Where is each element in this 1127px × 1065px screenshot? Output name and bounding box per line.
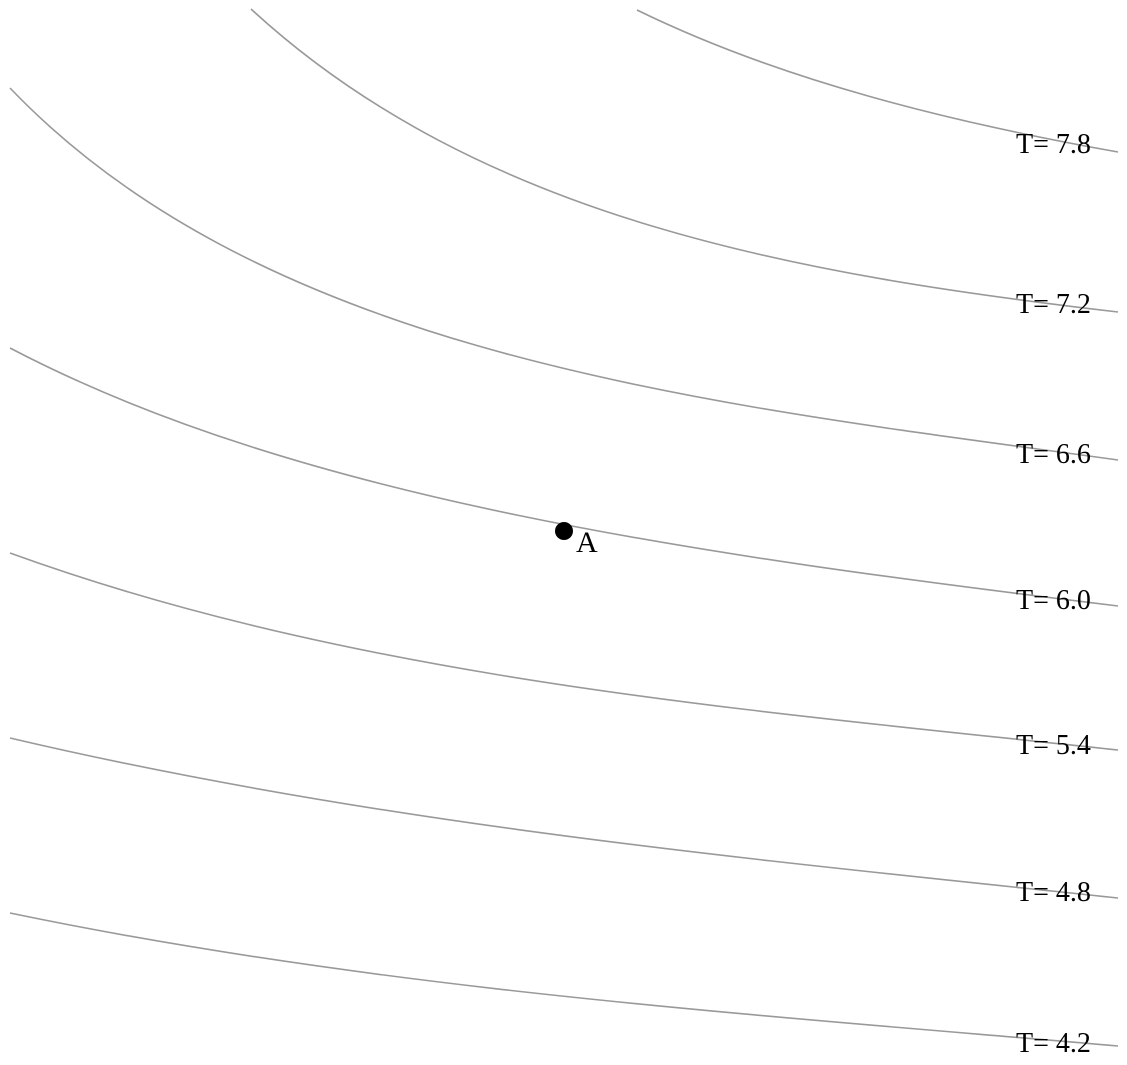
isoline-7-8-curve [636,9,1119,153]
isoline-4-2-curve [9,912,1119,1047]
isoline-6-6-label: T= 6.6 [1016,439,1091,470]
isoline-7-2-label: T= 7.2 [1016,289,1091,320]
isoline-5-4-curve [9,552,1119,751]
isoline-6-6: T= 6.6 [9,87,1119,470]
isoline-7-2-curve [250,8,1119,313]
isoline-7-2: T= 7.2 [250,8,1119,320]
isoline-4-8-curve [9,737,1119,899]
isoline-6-0: T= 6.0 [9,347,1119,616]
isoline-6-0-label: T= 6.0 [1016,585,1091,616]
point-a: A [555,522,598,559]
point-a-marker [555,522,573,540]
isoline-4-8-label: T= 4.8 [1016,877,1091,908]
isoline-4-2: T= 4.2 [9,912,1119,1059]
isoline-5-4: T= 5.4 [9,552,1119,761]
isoline-4-2-label: T= 4.2 [1016,1028,1091,1059]
isoline-4-8: T= 4.8 [9,737,1119,908]
isoline-6-6-curve [9,87,1119,461]
point-a-label: A [576,526,598,559]
isoline-6-0-curve [9,347,1119,607]
isoline-5-4-label: T= 5.4 [1016,730,1091,761]
isoline-7-8: T= 7.8 [636,9,1119,160]
isoline-7-8-label: T= 7.8 [1016,129,1091,160]
